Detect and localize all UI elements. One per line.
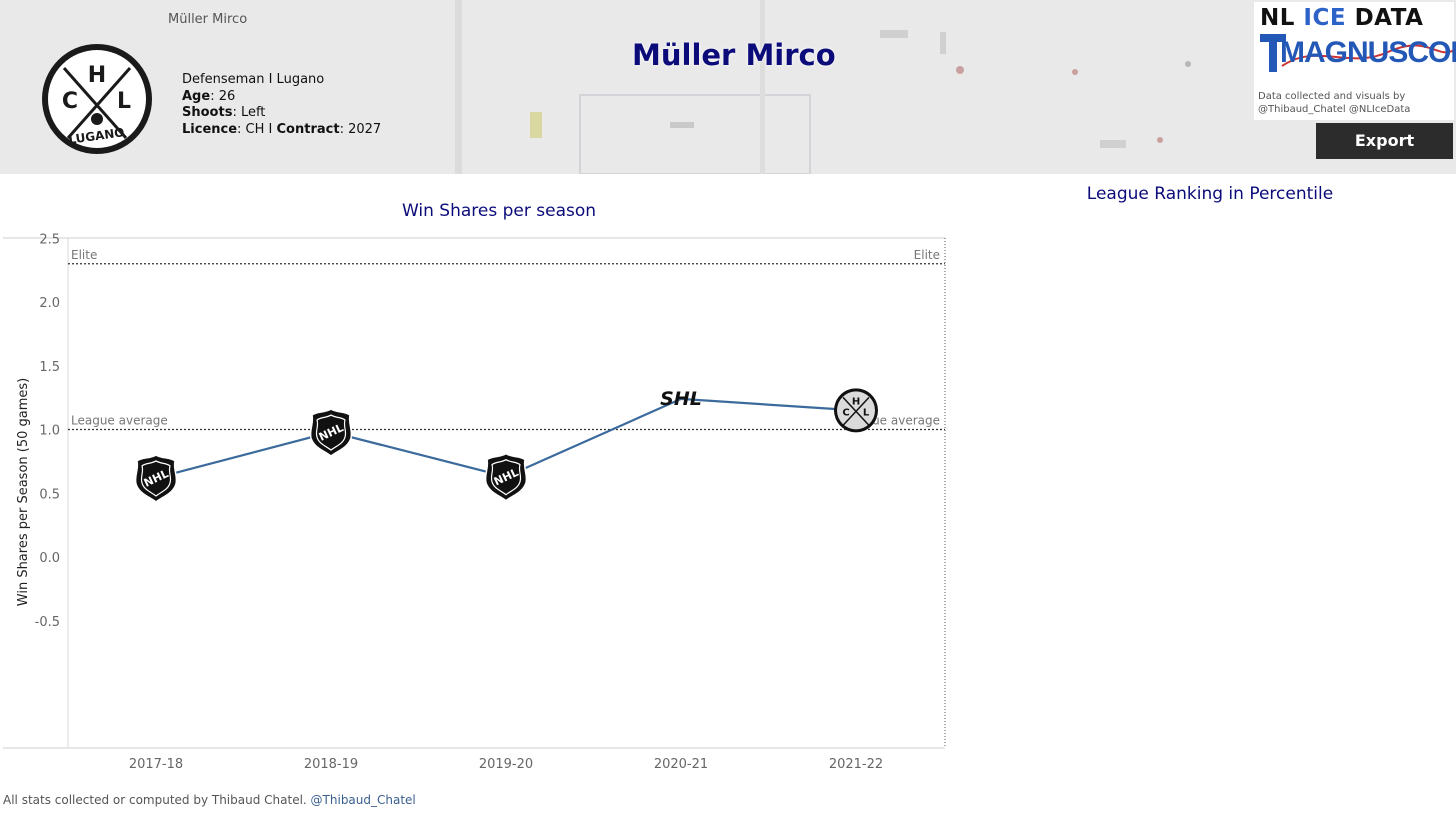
y-tick-label: 1.5 [39,360,60,375]
player-info: Defenseman I Lugano Age: 26 Shoots: Left… [182,72,381,138]
x-tick-label: 2021-22 [829,757,883,772]
brand-subtitle: MAGNUSCORSI [1280,36,1456,69]
hc-lugano-logo: H C L LUGANO [42,44,152,154]
y-tick-label: 1.0 [39,424,60,439]
x-tick-label: 2019-20 [479,757,533,772]
svg-text:C: C [842,407,849,418]
nhl-shield-icon: NHL [134,454,178,503]
x-tick-label: 2018-19 [304,757,358,772]
chart-title: Win Shares per season [401,201,597,221]
y-tick-label: -0.5 [35,615,60,630]
nhl-shield-icon: NHL [309,408,353,458]
reference-label-left: League average [71,414,168,428]
footer-credit: All stats collected or computed by Thiba… [3,793,416,807]
licence-contract-line: Licence: CH I Contract: 2027 [182,121,382,137]
x-tick-label: 2020-21 [654,757,708,772]
brand-title: NL ICE DATA [1260,5,1424,31]
nl-ice-data-logo: NL ICE DATA MAGNUSCORSI Data collected a… [1254,2,1456,120]
svg-text:L: L [117,89,131,114]
hc-lugano-logo-icon: HC L [834,388,878,433]
rink-background-image [0,0,1456,174]
position-team-line: Defenseman I Lugano [182,72,325,87]
magnuscorsi-logo-icon [1260,34,1454,72]
player-header: Müller Mirco H C L LUGANO Defenseman I L… [0,0,1456,174]
y-axis-title: Win Shares per Season (50 games) [16,378,31,606]
y-tick-label: 2.0 [39,296,60,311]
export-button[interactable]: Export [1316,123,1453,159]
x-tick-label: 2017-18 [129,757,183,772]
author-handle-link[interactable]: @Thibaud_Chatel [310,793,416,807]
age-line: Age: 26 [182,88,236,104]
shl-logo-icon: SHL [660,388,702,410]
svg-text:L: L [863,407,870,418]
brand-credit: Data collected and visuals by @Thibaud_C… [1258,91,1411,115]
reference-label-left: Elite [71,248,97,262]
svg-text:C: C [62,89,78,114]
y-tick-label: 2.5 [39,232,60,247]
page-title: Müller Mirco [632,38,836,72]
nhl-shield-icon: NHL [484,452,528,502]
svg-text:H: H [88,63,106,88]
svg-text:H: H [852,396,860,407]
y-tick-label: 0.5 [39,487,60,502]
shoots-line: Shoots: Left [182,105,266,120]
y-tick-label: 0.0 [39,551,60,566]
reference-label-right: Elite [914,248,940,262]
percentile-panel-title: League Ranking in Percentile [1086,184,1334,204]
svg-text:SHL: SHL [660,388,702,410]
player-name-small: Müller Mirco [168,12,248,27]
